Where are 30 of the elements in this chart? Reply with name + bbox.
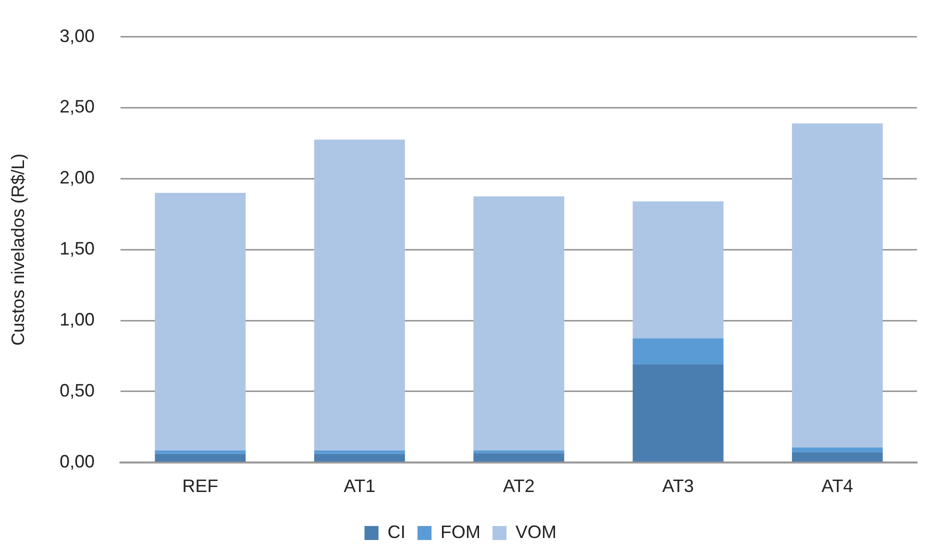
y-tick-label: 1,00 (60, 310, 95, 330)
bar (632, 201, 724, 338)
y-tick-label: 2,00 (60, 168, 95, 188)
bar (473, 196, 564, 450)
bar (473, 453, 564, 462)
bar (314, 450, 405, 454)
bar (632, 338, 724, 365)
bar (792, 452, 883, 462)
x-tick-label: AT4 (822, 476, 854, 496)
bar (154, 450, 246, 454)
legend-label: CI (388, 522, 406, 542)
bar (154, 454, 246, 462)
y-tick-label: 1,50 (60, 238, 95, 259)
x-tick-label: AT3 (662, 476, 694, 496)
bar (314, 454, 405, 462)
bar (792, 448, 883, 452)
y-axis-title: Custos nivelados (R$/L) (8, 154, 28, 346)
y-tick-label: 0,50 (60, 380, 95, 400)
y-tick-label: 0,00 (60, 451, 95, 472)
bar (792, 123, 883, 448)
legend-label: VOM (515, 522, 557, 542)
x-tick-label: AT2 (502, 476, 535, 496)
y-tick-label: 3,00 (60, 26, 95, 46)
x-tick-label: AT1 (344, 476, 376, 496)
bar (314, 140, 405, 450)
legend-label: FOM (440, 522, 481, 542)
bar (632, 364, 724, 462)
bar (154, 192, 246, 450)
x-tick-label: REF (182, 476, 218, 496)
y-tick-label: 2,50 (60, 96, 95, 117)
